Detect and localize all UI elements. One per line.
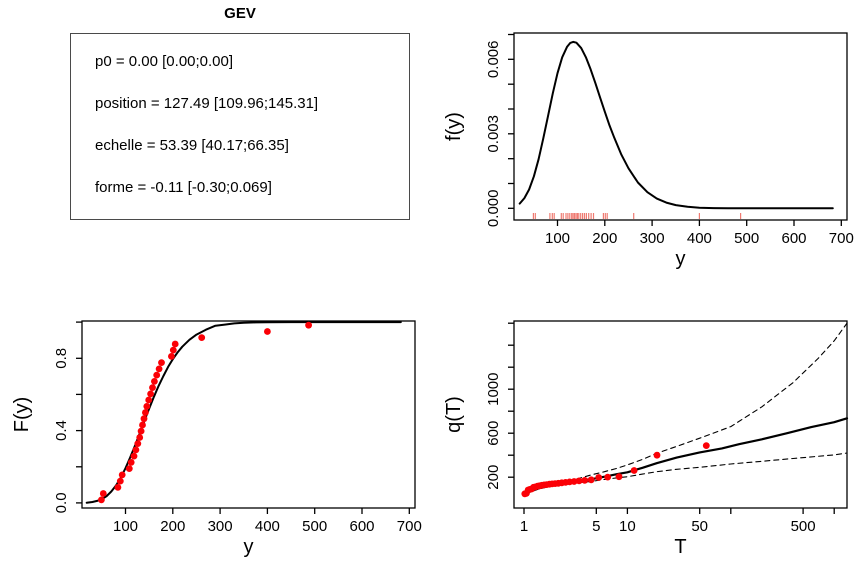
data-point [134, 440, 142, 447]
return-lower-confidence-band [524, 452, 848, 496]
data-point [118, 471, 126, 479]
data-point [116, 477, 124, 485]
gev-param-box: p0 = 0.00 [0.00;0.00] position = 127.49 … [70, 33, 410, 220]
data-point [155, 365, 163, 373]
data-point [145, 396, 153, 404]
data-point [604, 473, 612, 481]
data-point [581, 477, 589, 484]
x-tick-label: 1 [520, 518, 528, 535]
return-y-axis-label: q(T) [443, 396, 465, 433]
param-line-echelle: echelle = 53.39 [40.17;66.35] [95, 136, 289, 154]
x-tick-label: 200 [160, 518, 185, 535]
data-point [169, 346, 177, 354]
data-point [140, 415, 148, 423]
data-point [587, 476, 595, 484]
data-point [570, 478, 578, 485]
x-tick-label: 5 [592, 518, 600, 535]
data-point [149, 384, 156, 391]
x-tick-label: 50 [691, 518, 708, 535]
x-tick-label: 500 [302, 518, 327, 535]
return-level-plot: 1 5 10 50 500 200 600 1000 Tq(T) [443, 320, 849, 558]
y-tick-label: 0.003 [485, 115, 502, 153]
param-line-p0: p0 = 0.00 [0.00;0.00] [95, 52, 234, 70]
param-line-forme: forme = -0.11 [-0.30;0.069] [95, 178, 272, 196]
data-point [153, 371, 161, 379]
density-x-axis-label: y [676, 248, 686, 270]
data-point [264, 328, 271, 335]
x-tick-label: 300 [208, 518, 233, 535]
data-point [114, 484, 122, 491]
data-point [125, 465, 133, 472]
data-point [137, 427, 145, 435]
gev-title: GEV [224, 5, 256, 22]
cdf-x-axis-label: y [244, 536, 254, 558]
data-point [151, 378, 158, 385]
data-point [198, 334, 206, 341]
cdf-plot: 100 200 300 400 500 600 700 0.0 0.4 0.8 y F(y) [11, 320, 422, 558]
cdf-y-axis-label: F(y) [11, 397, 33, 433]
density-fitted-density-curve [518, 40, 834, 210]
data-point [147, 390, 155, 398]
y-tick-label: 600 [485, 421, 502, 446]
density-plot: 100 200 300 400 500 600 700 0.000 0.003 0.006 y f(y… [443, 32, 854, 270]
data-point [630, 467, 638, 474]
density-plot-box [513, 32, 848, 221]
y-tick-label: 0.0 [53, 492, 70, 513]
data-point [158, 359, 165, 366]
cdf-fitted-cdf-curve [85, 321, 402, 504]
x-tick-label: 600 [781, 230, 806, 247]
x-tick-label: 200 [592, 230, 617, 247]
y-tick-label: 0.8 [53, 348, 70, 369]
data-point [143, 403, 151, 410]
x-tick-label: 300 [640, 230, 665, 247]
x-tick-label: 400 [687, 230, 712, 247]
data-point [127, 459, 135, 466]
data-point [136, 434, 144, 441]
x-tick-label: 100 [113, 518, 138, 535]
cdf-plot-box [81, 320, 416, 509]
data-point [98, 496, 105, 504]
y-tick-label: 0.000 [485, 190, 502, 228]
data-point [575, 477, 583, 485]
data-point [139, 421, 146, 429]
return-x-axis-label: T [674, 536, 686, 558]
y-tick-label: 1000 [485, 373, 502, 406]
param-line-position: position = 127.49 [109.96;145.31] [95, 94, 319, 112]
gev-summary-panel: GEV p0 = 0.00 [0.00;0.00] position = 127… [0, 0, 432, 288]
data-point [130, 452, 138, 460]
data-point [132, 446, 140, 454]
data-point [595, 474, 603, 481]
return-plot-box [513, 320, 848, 509]
x-tick-label: 700 [829, 230, 854, 247]
density-y-axis-label: f(y) [443, 112, 465, 141]
x-tick-label: 600 [349, 518, 374, 535]
data-point [171, 340, 179, 348]
data-point [305, 321, 312, 329]
x-tick-label: 10 [619, 518, 636, 535]
y-tick-label: 200 [485, 465, 502, 490]
x-tick-label: 700 [397, 518, 422, 535]
y-tick-label: 0.006 [485, 41, 502, 79]
x-tick-label: 100 [545, 230, 570, 247]
data-point [653, 451, 661, 459]
data-point [168, 353, 175, 360]
x-tick-label: 500 [734, 230, 759, 247]
x-tick-label: 500 [791, 518, 816, 535]
data-point [615, 473, 623, 481]
data-point [702, 442, 710, 449]
x-tick-label: 400 [255, 518, 280, 535]
y-tick-label: 0.4 [53, 420, 70, 441]
data-point [99, 490, 107, 497]
data-point [142, 409, 149, 416]
